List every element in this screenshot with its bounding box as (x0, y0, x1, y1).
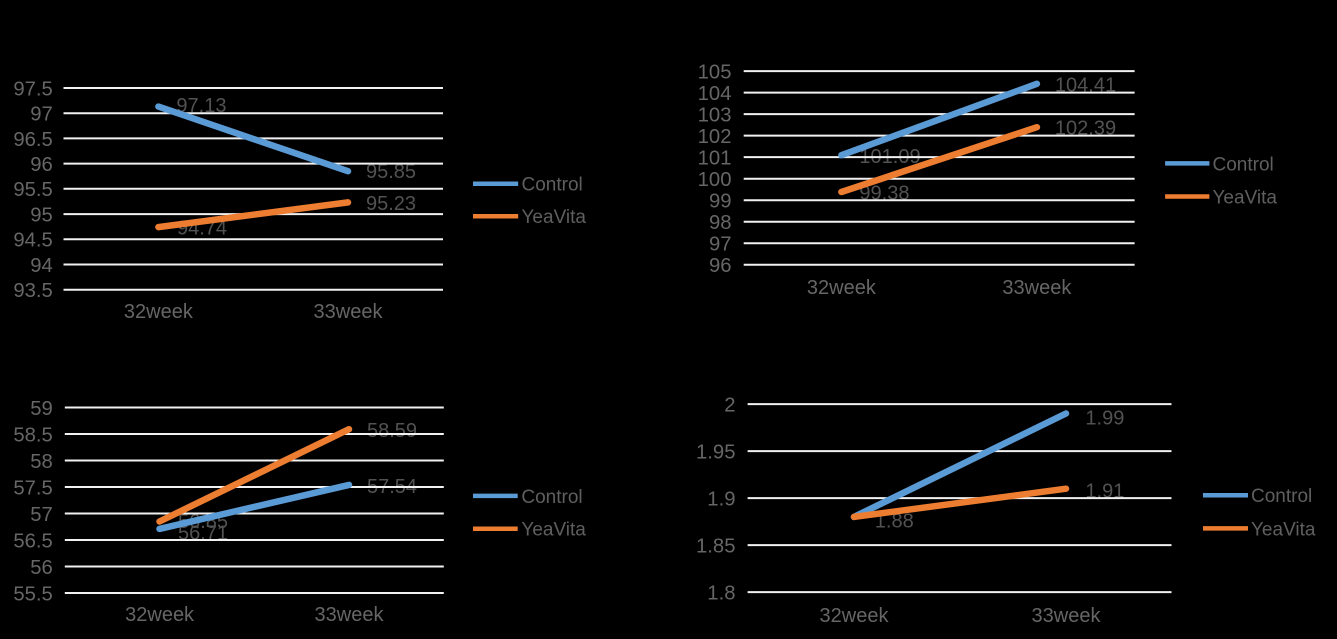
svg-text:59: 59 (30, 398, 53, 420)
svg-text:99: 99 (709, 191, 732, 213)
svg-text:1.9: 1.9 (707, 489, 735, 511)
svg-text:32week: 32week (807, 277, 877, 299)
svg-text:32week: 32week (820, 605, 890, 627)
svg-text:1.91: 1.91 (1085, 480, 1124, 502)
svg-text:1.85: 1.85 (696, 536, 735, 558)
svg-text:95.23: 95.23 (366, 193, 416, 215)
svg-text:2: 2 (724, 395, 735, 417)
svg-text:94.5: 94.5 (13, 230, 52, 252)
svg-text:105: 105 (698, 62, 732, 84)
svg-text:102.39: 102.39 (1055, 118, 1116, 140)
svg-text:93.5: 93.5 (13, 280, 52, 302)
svg-text:YeaVita: YeaVita (521, 520, 586, 541)
svg-text:YeaVita: YeaVita (1213, 187, 1278, 208)
svg-text:102: 102 (698, 126, 732, 148)
svg-text:99.38: 99.38 (859, 182, 909, 204)
svg-text:97.13: 97.13 (176, 95, 226, 117)
svg-text:101: 101 (698, 148, 732, 170)
svg-text:56: 56 (30, 557, 53, 579)
svg-text:97.5: 97.5 (13, 78, 52, 100)
svg-text:58: 58 (30, 451, 53, 473)
svg-text:58.5: 58.5 (13, 424, 52, 446)
svg-text:33week: 33week (1032, 605, 1102, 627)
svg-text:Control: Control (1213, 154, 1274, 175)
svg-text:97: 97 (709, 234, 732, 256)
svg-text:56.5: 56.5 (13, 530, 52, 552)
svg-text:100: 100 (698, 169, 732, 191)
svg-text:1.95: 1.95 (696, 442, 735, 464)
svg-text:32week: 32week (124, 301, 194, 323)
svg-text:104.41: 104.41 (1055, 74, 1116, 96)
svg-text:98: 98 (709, 212, 732, 234)
svg-text:96: 96 (30, 154, 53, 176)
svg-text:94: 94 (30, 255, 53, 277)
svg-text:1.99: 1.99 (1085, 407, 1124, 429)
svg-text:32week: 32week (125, 604, 195, 626)
svg-text:YeaVita: YeaVita (1251, 519, 1316, 540)
svg-text:103: 103 (698, 105, 732, 127)
svg-text:33week: 33week (1002, 277, 1072, 299)
svg-text:33week: 33week (315, 604, 385, 626)
svg-text:YeaVita: YeaVita (522, 207, 587, 228)
svg-text:Control: Control (522, 175, 583, 196)
svg-text:55.5: 55.5 (13, 583, 52, 605)
svg-text:Control: Control (521, 487, 582, 508)
svg-text:1.8: 1.8 (707, 583, 735, 605)
svg-text:57: 57 (30, 504, 53, 526)
svg-text:96: 96 (709, 255, 732, 277)
svg-text:96.5: 96.5 (13, 129, 52, 151)
svg-text:95: 95 (30, 205, 53, 227)
svg-text:95.5: 95.5 (13, 179, 52, 201)
svg-text:57.5: 57.5 (13, 477, 52, 499)
svg-text:97: 97 (30, 104, 53, 126)
svg-text:Control: Control (1251, 486, 1312, 507)
svg-text:58.59: 58.59 (367, 420, 417, 442)
svg-text:95.85: 95.85 (366, 161, 416, 183)
svg-text:104: 104 (698, 83, 732, 105)
svg-text:33week: 33week (314, 301, 384, 323)
